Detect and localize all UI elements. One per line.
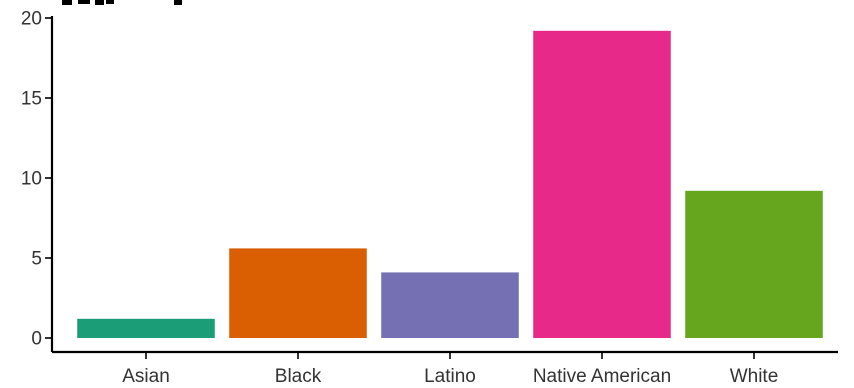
bar-latino	[381, 272, 519, 338]
y-tick-label-0: 0	[31, 329, 42, 350]
x-tick-label-black: Black	[275, 366, 322, 387]
bar-black	[229, 248, 367, 338]
y-tick-label-10: 10	[21, 169, 42, 190]
y-tick-label-20: 20	[21, 9, 42, 30]
x-tick-label-latino: Latino	[424, 366, 476, 387]
y-tick-label-15: 15	[21, 89, 42, 110]
bar-asian	[77, 318, 215, 338]
x-axis: Asian Black Latino Native American White	[52, 350, 838, 387]
y-axis: 0 5 10 15 20	[21, 9, 54, 352]
x-tick-label-asian: Asian	[122, 366, 170, 387]
bar-white	[685, 190, 823, 338]
y-tick-label-5: 5	[31, 249, 42, 270]
bars	[77, 30, 823, 339]
bar-native-american	[533, 30, 671, 339]
cropped-title-fragment	[62, 0, 182, 5]
x-tick-label-native-american: Native American	[533, 366, 671, 387]
x-tick-label-white: White	[730, 366, 779, 387]
